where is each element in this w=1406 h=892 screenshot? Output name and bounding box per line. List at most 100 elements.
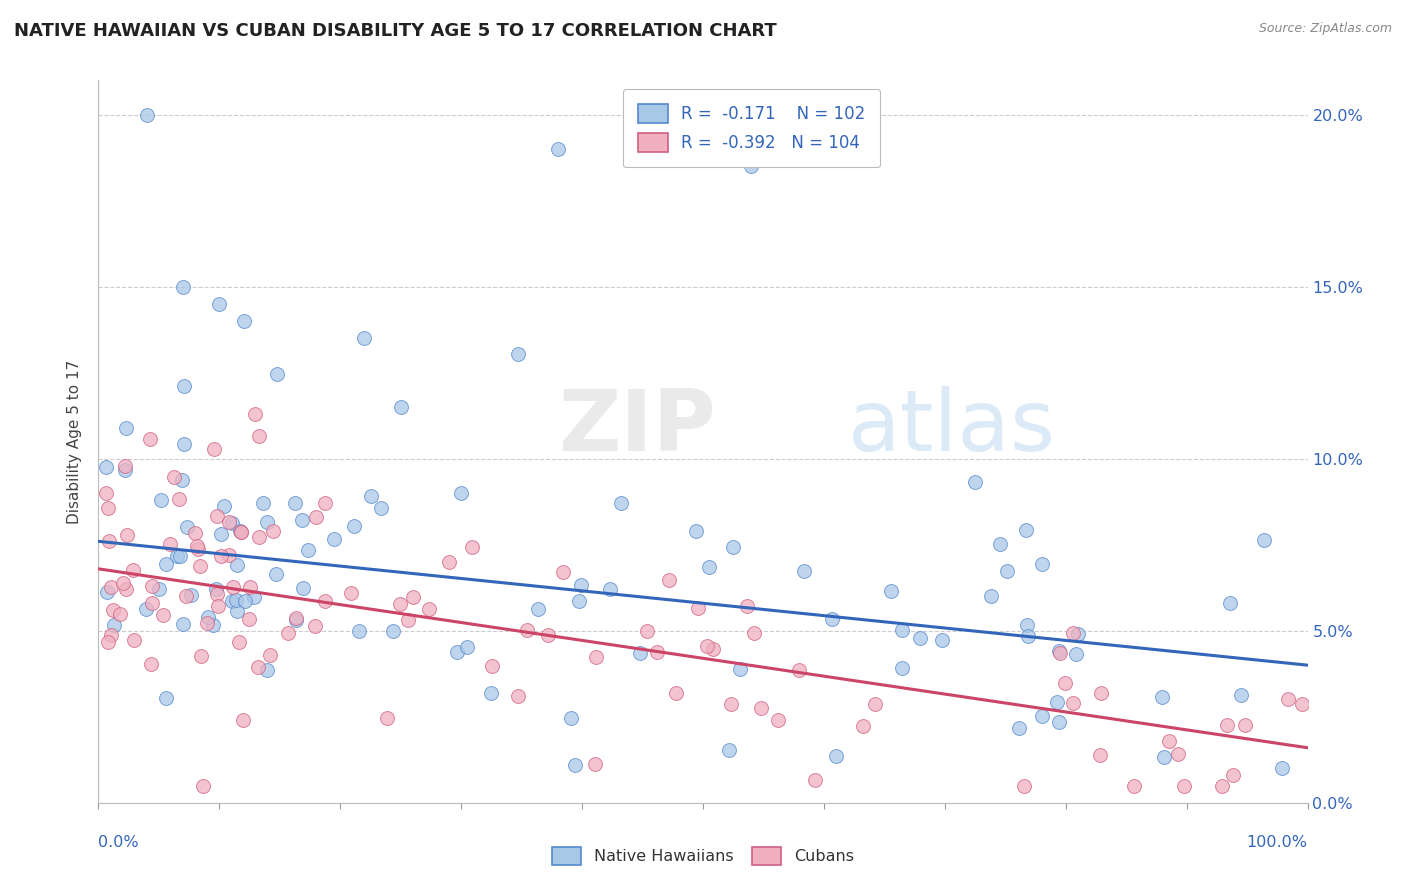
Point (232, 314, 254, 328)
Point (1090, 686, 1112, 700)
Point (277, 625, 299, 640)
Point (186, 539, 208, 553)
Point (1088, 747, 1111, 762)
Point (820, 612, 842, 626)
Point (284, 610, 307, 624)
Point (97, 635, 120, 649)
Point (232, 713, 254, 727)
Point (141, 657, 163, 671)
Point (117, 528, 139, 542)
Point (551, 565, 574, 579)
Point (225, 558, 247, 572)
Point (787, 663, 810, 677)
Point (98, 534, 121, 549)
Point (1153, 749, 1175, 764)
Point (718, 743, 741, 757)
Point (980, 589, 1002, 603)
Point (740, 159, 762, 173)
Point (173, 379, 195, 393)
Point (141, 596, 163, 610)
Point (742, 625, 765, 640)
Point (568, 594, 591, 608)
Point (239, 580, 262, 594)
Point (696, 639, 718, 653)
Point (114, 582, 136, 596)
Point (262, 524, 284, 539)
Point (396, 613, 419, 627)
Point (122, 563, 145, 577)
Point (172, 279, 194, 293)
Point (658, 574, 681, 588)
Point (1062, 626, 1084, 640)
Point (891, 623, 914, 637)
Point (222, 580, 245, 594)
Point (735, 599, 758, 613)
Point (173, 437, 195, 451)
Point (382, 624, 405, 638)
Point (159, 536, 181, 550)
Point (560, 710, 582, 724)
Point (1017, 629, 1039, 643)
Point (995, 565, 1018, 579)
Point (645, 645, 668, 659)
Point (527, 602, 550, 616)
Point (249, 429, 271, 443)
Legend: Native Hawaiians, Cubans: Native Hawaiians, Cubans (544, 838, 862, 873)
Point (304, 619, 326, 633)
Point (103, 618, 125, 632)
Point (564, 757, 586, 772)
Point (1230, 689, 1253, 703)
Point (197, 610, 219, 624)
Point (506, 690, 529, 704)
Point (188, 559, 211, 574)
Point (1216, 717, 1239, 731)
Point (297, 543, 319, 558)
Point (697, 560, 720, 574)
Point (167, 492, 190, 507)
Point (988, 537, 1011, 551)
Point (1053, 676, 1076, 690)
Point (749, 701, 772, 715)
Point (793, 564, 815, 578)
Point (685, 524, 707, 538)
Point (166, 549, 188, 564)
Point (360, 489, 382, 503)
Point (880, 583, 903, 598)
Point (291, 581, 314, 595)
Point (852, 719, 875, 733)
Point (610, 496, 633, 510)
Point (228, 635, 250, 649)
Point (111, 576, 134, 591)
Point (135, 108, 157, 122)
Legend: R =  -0.171    N = 102, R =  -0.392   N = 104: R = -0.171 N = 102, R = -0.392 N = 104 (623, 88, 880, 167)
Point (728, 662, 751, 676)
Point (149, 492, 172, 507)
Point (1150, 690, 1173, 704)
Point (155, 558, 177, 572)
Point (1031, 709, 1053, 723)
Point (187, 541, 209, 556)
Point (825, 749, 848, 764)
Point (461, 540, 484, 554)
Point (891, 660, 914, 674)
Point (114, 463, 136, 477)
Point (1064, 647, 1087, 661)
Point (1222, 768, 1244, 782)
Point (231, 525, 253, 540)
Point (456, 640, 478, 655)
Point (141, 579, 163, 593)
Point (1012, 779, 1035, 793)
Point (323, 532, 346, 546)
Point (155, 691, 177, 706)
Point (176, 519, 198, 533)
Point (437, 555, 460, 569)
Point (547, 142, 569, 156)
Point (204, 582, 226, 596)
Point (231, 525, 253, 540)
Point (865, 697, 887, 711)
Point (1031, 557, 1053, 571)
Point (370, 500, 392, 515)
Point (233, 594, 256, 608)
Point (114, 459, 136, 474)
Point (720, 697, 742, 711)
